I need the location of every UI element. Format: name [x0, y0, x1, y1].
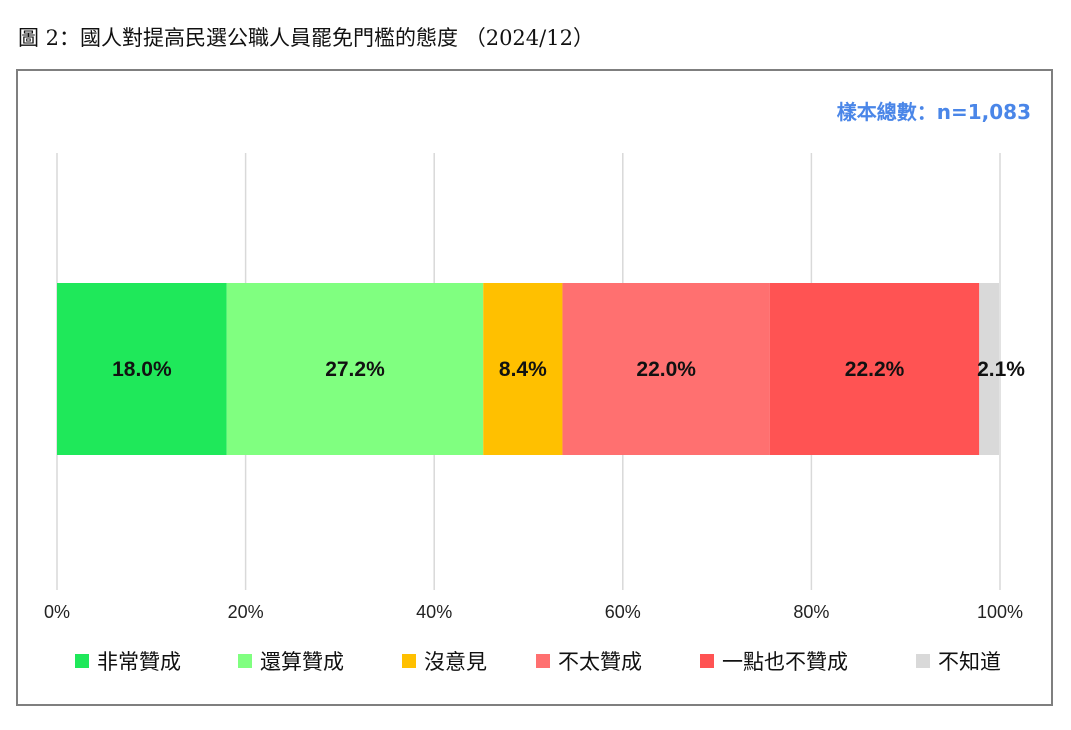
legend-label: 一點也不贊成	[722, 650, 848, 674]
bar-segment	[562, 283, 770, 455]
bar-segment	[57, 283, 227, 455]
sample-size-note: 樣本總數：n=1,083	[837, 100, 1031, 124]
bar-segment	[979, 283, 1000, 455]
chart-title: 圖 2：國人對提高民選公職人員罷免門檻的態度 （2024/12）	[18, 26, 594, 50]
data-label: 22.0%	[636, 358, 696, 381]
bar-segment	[769, 283, 980, 455]
x-tick-label: 100%	[977, 602, 1023, 622]
bar-segment	[226, 283, 484, 455]
x-tick-label: 20%	[228, 602, 264, 622]
data-label: 27.2%	[325, 358, 385, 381]
bar-segment	[483, 283, 563, 455]
data-label: 22.2%	[845, 358, 905, 381]
legend-label: 不太贊成	[558, 650, 642, 674]
x-tick-label: 40%	[416, 602, 452, 622]
legend-swatch	[402, 654, 416, 668]
legend-swatch	[536, 654, 550, 668]
legend-label: 還算贊成	[260, 650, 344, 674]
data-label: 2.1%	[977, 358, 1025, 381]
data-label: 8.4%	[499, 358, 547, 381]
legend-swatch	[916, 654, 930, 668]
legend-swatch	[75, 654, 89, 668]
legend-label: 非常贊成	[97, 650, 181, 674]
legend-label: 不知道	[938, 650, 1001, 674]
data-label: 18.0%	[112, 358, 172, 381]
legend-swatch	[700, 654, 714, 668]
x-tick-label: 60%	[605, 602, 641, 622]
x-tick-label: 0%	[44, 602, 70, 622]
legend-label: 沒意見	[424, 650, 487, 674]
x-tick-label: 80%	[793, 602, 829, 622]
legend-swatch	[238, 654, 252, 668]
